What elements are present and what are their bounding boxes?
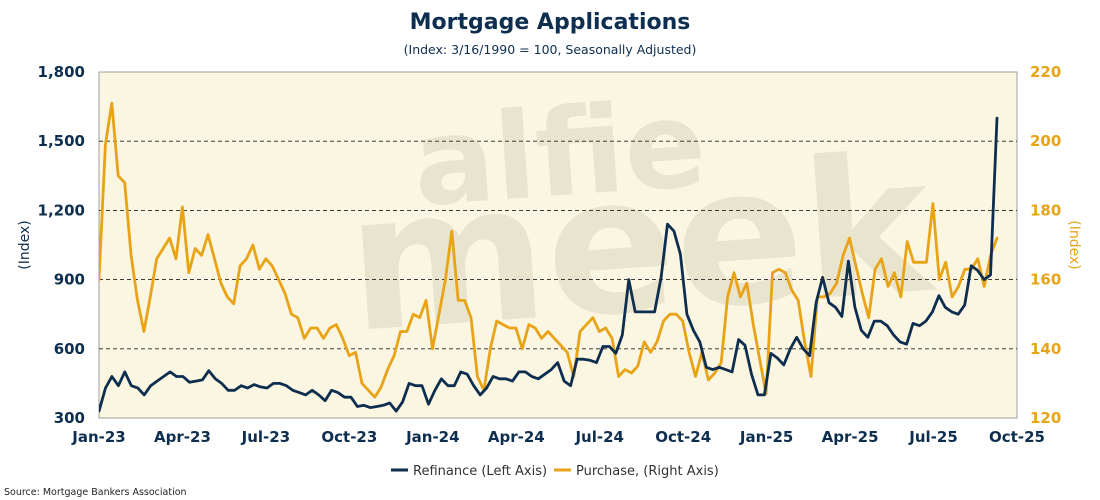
refinance-series-line xyxy=(99,116,999,413)
watermark: meek alfie xyxy=(341,75,941,375)
x-tick-label: Jul-24 xyxy=(574,428,624,446)
watermark-text-top: alfie xyxy=(409,75,710,234)
left-tick-label: 600 xyxy=(54,340,85,358)
gridlines xyxy=(99,140,1017,350)
x-tick-label: Oct-24 xyxy=(655,428,711,446)
x-tick-label: Apr-23 xyxy=(154,428,211,446)
legend-label-purchase: Purchase, (Right Axis) xyxy=(576,464,719,479)
x-tick-label: Oct-23 xyxy=(321,428,377,446)
right-tick-label: 120 xyxy=(1030,409,1061,427)
x-tick-label: Apr-25 xyxy=(822,428,879,446)
right-tick-label: 140 xyxy=(1030,340,1061,358)
series-layer xyxy=(99,101,999,413)
legend: Refinance (Left Axis) Purchase, (Right A… xyxy=(391,464,719,479)
x-tick-label: Jan-23 xyxy=(71,428,125,446)
x-tick-label: Jan-24 xyxy=(405,428,459,446)
chart-subtitle: (Index: 3/16/1990 = 100, Seasonally Adju… xyxy=(404,42,697,57)
right-axis-ticks: 120 140 160 180 200 220 xyxy=(1030,63,1061,427)
x-tick-label: Apr-24 xyxy=(488,428,545,446)
left-tick-label: 1,800 xyxy=(38,63,85,81)
legend-label-refinance: Refinance (Left Axis) xyxy=(413,464,547,479)
x-tick-label: Jul-25 xyxy=(908,428,958,446)
x-tick-label: Jan-25 xyxy=(739,428,793,446)
right-tick-label: 220 xyxy=(1030,63,1061,81)
source-note: Source: Mortgage Bankers Association xyxy=(4,487,187,498)
x-tick-label: Jul-23 xyxy=(241,428,291,446)
left-tick-label: 300 xyxy=(54,409,85,427)
x-axis-ticks: Jan-23 Apr-23 Jul-23 Oct-23 Jan-24 Apr-24 Jul-… xyxy=(71,428,1045,446)
left-tick-label: 1,200 xyxy=(38,201,85,219)
right-tick-label: 180 xyxy=(1030,201,1061,219)
left-axis-ticks: 300 600 900 1,200 1,500 1,800 xyxy=(38,63,85,427)
purchase-series-line xyxy=(99,101,999,399)
left-tick-label: 1,500 xyxy=(38,132,85,150)
right-axis-label: (Index) xyxy=(1066,220,1082,269)
left-tick-label: 900 xyxy=(54,271,85,289)
left-axis-label: (Index) xyxy=(17,220,33,269)
chart-title: Mortgage Applications xyxy=(410,10,691,35)
right-tick-label: 200 xyxy=(1030,132,1061,150)
x-tick-label: Oct-25 xyxy=(989,428,1045,446)
watermark-text: meek xyxy=(341,114,941,375)
right-tick-label: 160 xyxy=(1030,271,1061,289)
